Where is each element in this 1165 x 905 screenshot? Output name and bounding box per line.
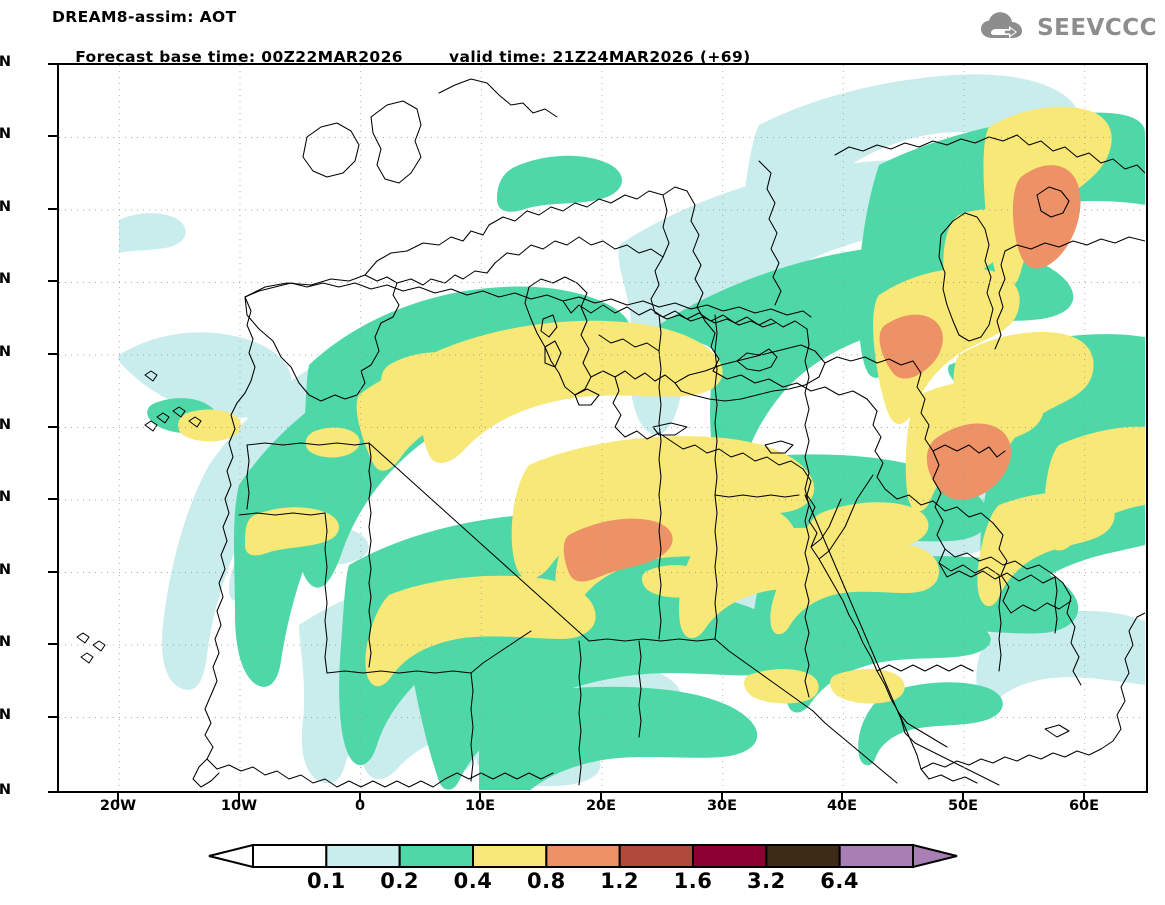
y-tick <box>48 498 57 500</box>
y-tick <box>48 571 57 573</box>
colorbar-over-arrow <box>912 843 958 869</box>
colorbar-swatch <box>838 844 915 868</box>
colorbar-tick-label: 1.6 <box>673 869 713 893</box>
cloud-arrow-icon <box>981 12 1023 38</box>
y-tick <box>48 353 57 355</box>
colorbar-swatch <box>765 844 841 868</box>
aot-contour-map <box>59 65 1145 790</box>
plot-frame <box>57 63 1148 793</box>
chart-header: DREAM8-assim: AOT Forecast base time: 00… <box>0 0 1165 66</box>
x-tick <box>1083 793 1085 802</box>
x-tick <box>962 793 964 802</box>
colorbar-swatch <box>325 844 401 868</box>
x-tick <box>600 793 602 802</box>
colorbar-swatch <box>618 844 694 868</box>
x-axis-label: 30E <box>706 798 738 814</box>
y-tick <box>48 426 57 428</box>
y-tick <box>48 643 57 645</box>
coastlines-layer <box>76 78 1145 788</box>
x-tick <box>479 793 481 802</box>
x-axis-label: 10W <box>220 798 258 814</box>
x-tick <box>841 793 843 802</box>
y-tick <box>48 208 57 210</box>
forecast-time-line: Forecast base time: 00Z22MAR2026 valid ti… <box>52 30 751 84</box>
x-axis-label: 20E <box>585 798 617 814</box>
colorbar-tick-label: 0.2 <box>380 869 420 893</box>
seevccc-logo: SEEVCCC <box>979 8 1157 48</box>
colorbar-tick-label: 0.8 <box>526 869 566 893</box>
x-axis-label: 40E <box>826 798 858 814</box>
colorbar-swatch <box>472 844 548 868</box>
colorbar-tick-label: 3.2 <box>746 869 786 893</box>
y-axis-label: 5N <box>0 782 11 798</box>
gridlines <box>59 65 1145 790</box>
colorbar-swatches <box>208 843 958 869</box>
map-plot-area <box>57 63 1148 793</box>
forecast-base-time: Forecast base time: 00Z22MAR2026 <box>75 48 403 66</box>
colorbar-tick-label: 6.4 <box>820 869 860 893</box>
y-tick <box>48 63 57 65</box>
colorbar <box>207 843 959 869</box>
x-tick <box>117 793 119 802</box>
y-tick <box>48 135 57 137</box>
x-tick <box>238 793 240 802</box>
x-axis-label: 20W <box>99 798 137 814</box>
x-tick <box>721 793 723 802</box>
colorbar-tick-label: 0.1 <box>306 869 346 893</box>
colorbar-swatch <box>252 844 328 868</box>
y-axis-label: 45N <box>0 199 11 215</box>
valid-time: valid time: 21Z24MAR2026 (+69) <box>448 48 751 66</box>
colorbar-swatch <box>545 844 621 868</box>
colorbar-under-arrow <box>208 843 254 869</box>
y-axis-label: 40N <box>0 271 11 287</box>
contour-band-0.4 <box>178 106 1145 704</box>
y-axis-label: 15N <box>0 634 11 650</box>
colorbar-tick-label: 1.2 <box>600 869 640 893</box>
x-axis-label: 10E <box>464 798 496 814</box>
y-axis-label: 25N <box>0 489 11 505</box>
logo-text: SEEVCCC <box>1037 15 1157 41</box>
page-title: DREAM8-assim: AOT <box>52 8 237 26</box>
y-tick <box>48 791 57 793</box>
colorbar-swatch <box>692 844 768 868</box>
y-axis-label: 20N <box>0 562 11 578</box>
x-tick <box>359 793 361 802</box>
y-axis-label: 30N <box>0 417 11 433</box>
y-axis-label: 50N <box>0 126 11 142</box>
colorbar-swatch <box>398 844 475 868</box>
colorbar-tick-label: 0.4 <box>453 869 493 893</box>
y-axis-label: 55N <box>0 54 11 70</box>
y-axis-label: 35N <box>0 344 11 360</box>
x-axis-label: 60E <box>1068 798 1100 814</box>
y-tick <box>48 716 57 718</box>
y-axis-label: 10N <box>0 707 11 723</box>
x-axis-label: 0 <box>354 798 366 814</box>
x-axis-label: 50E <box>947 798 979 814</box>
y-tick <box>48 280 57 282</box>
